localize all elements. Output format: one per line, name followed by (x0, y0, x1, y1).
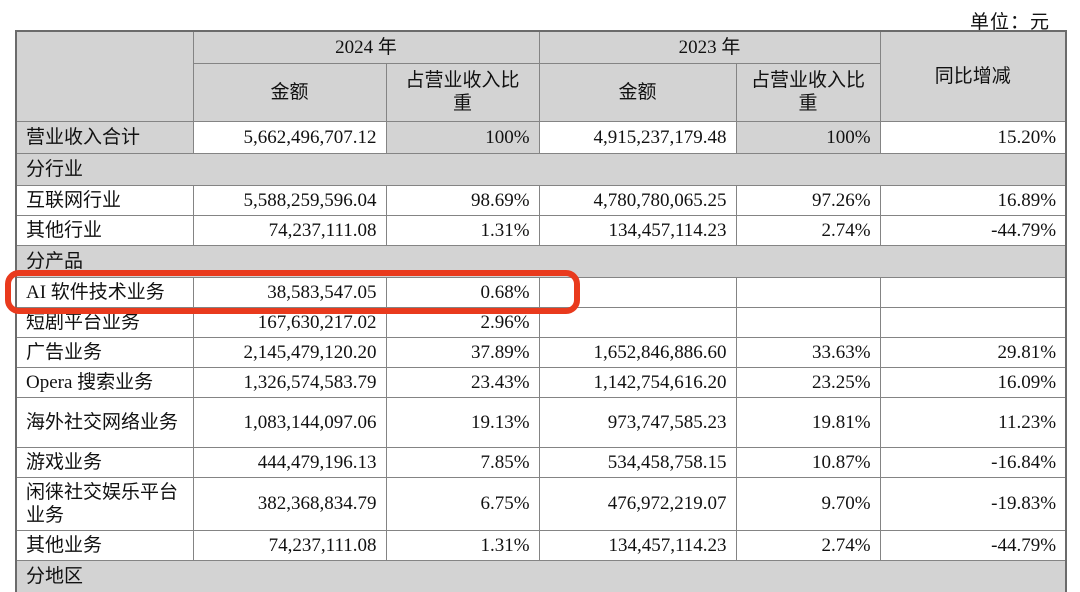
amount-2023: 1,142,754,616.20 (538, 366, 737, 398)
table-row: 营业收入合计 5,662,496,707.12 100% 4,915,237,179.… (15, 120, 1067, 154)
yoy-change-header: 同比增减 (879, 30, 1067, 122)
table-row: 游戏业务 444,479,196.13 7.85% 534,458,758.15 10.… (15, 446, 1067, 478)
amount-2024: 2,145,479,120.20 (192, 336, 387, 368)
amount-2024: 5,662,496,707.12 (192, 120, 387, 154)
row-label: Opera 搜索业务 (15, 366, 194, 398)
yoy-change: 11.23% (879, 396, 1067, 448)
table-row: 其他行业 74,237,111.08 1.31% 134,457,114.23 2.74… (15, 214, 1067, 246)
amount-2024: 5,588,259,596.04 (192, 184, 387, 216)
pct-2024: 98.69% (385, 184, 540, 216)
row-label: 闲徕社交娱乐平台业务 (15, 476, 194, 531)
amount-2023: 476,972,219.07 (538, 476, 737, 531)
unit-label: 单位：元 (969, 12, 1050, 33)
yoy-change (879, 276, 1067, 308)
row-label: 短剧平台业务 (15, 306, 194, 338)
pct-2024: 2.96% (385, 306, 540, 338)
amount-2024: 1,083,144,097.06 (192, 396, 387, 448)
pct-2024: 0.68% (385, 276, 540, 308)
table-body: 营业收入合计 5,662,496,707.12 100% 4,915,237,179.… (15, 120, 1067, 592)
revenue-table-container: 2024 年 2023 年 同比增减 金额 占营业收入比重 金额 占营业收入比重… (5, 30, 1068, 592)
yoy-change: 29.81% (879, 336, 1067, 368)
yoy-change: -16.84% (879, 446, 1067, 478)
header-row-years: 2024 年 2023 年 同比增减 (15, 30, 1067, 122)
row-label: 其他行业 (15, 214, 194, 246)
amount-2023: 134,457,114.23 (538, 214, 737, 246)
year-2023-header: 2023 年 (538, 30, 881, 64)
row-label: 其他业务 (15, 529, 194, 561)
row-label: 游戏业务 (15, 446, 194, 478)
amount-2024: 74,237,111.08 (192, 214, 387, 246)
amount-2023: 4,780,780,065.25 (538, 184, 737, 216)
pct-2023: 19.81% (735, 396, 881, 448)
pct-2024: 7.85% (385, 446, 540, 478)
section-label: 分行业 (15, 152, 1067, 186)
yoy-change: 16.89% (879, 184, 1067, 216)
section-label: 分地区 (15, 559, 1067, 592)
pct-2024: 1.31% (385, 529, 540, 561)
table-row: 海外社交网络业务 1,083,144,097.06 19.13% 973,747,58… (15, 396, 1067, 448)
pct-2024: 100% (385, 120, 540, 154)
pct-2024: 23.43% (385, 366, 540, 398)
amount-2023: 973,747,585.23 (538, 396, 737, 448)
amount-2024: 444,479,196.13 (192, 446, 387, 478)
section-label: 分产品 (15, 244, 1067, 278)
amount-2024: 38,583,547.05 (192, 276, 387, 308)
table-row: 互联网行业 5,588,259,596.04 98.69% 4,780,780,065… (15, 184, 1067, 216)
amount-2023 (538, 306, 737, 338)
row-label: 营业收入合计 (15, 120, 194, 154)
table-row: AI 软件技术业务 38,583,547.05 0.68% (15, 276, 1067, 308)
amount-2024-header: 金额 (192, 62, 387, 122)
amount-2023: 534,458,758.15 (538, 446, 737, 478)
table-row: 闲徕社交娱乐平台业务 382,368,834.79 6.75% 476,972,219… (15, 476, 1067, 531)
amount-2023: 4,915,237,179.48 (538, 120, 737, 154)
amount-2023 (538, 276, 737, 308)
pct-2023: 2.74% (735, 529, 881, 561)
section-row: 分产品 (15, 244, 1067, 278)
table-row: 广告业务 2,145,479,120.20 37.89% 1,652,846,886.… (15, 336, 1067, 368)
row-label: 海外社交网络业务 (15, 396, 194, 448)
pct-2023: 23.25% (735, 366, 881, 398)
pct-2023: 97.26% (735, 184, 881, 216)
pct-2023: 2.74% (735, 214, 881, 246)
year-2024-header: 2024 年 (192, 30, 540, 64)
amount-2024: 1,326,574,583.79 (192, 366, 387, 398)
pct-2023: 100% (735, 120, 881, 154)
yoy-change: 15.20% (879, 120, 1067, 154)
pct-2024-header: 占营业收入比重 (385, 62, 540, 122)
corner-cell (15, 30, 194, 122)
table-row: Opera 搜索业务 1,326,574,583.79 23.43% 1,142,75… (15, 366, 1067, 398)
header-row-metrics: 金额 占营业收入比重 金额 占营业收入比重 (16, 62, 1066, 122)
amount-2023-header: 金额 (538, 62, 737, 122)
pct-2023-header: 占营业收入比重 (735, 62, 881, 122)
pct-2023: 10.87% (735, 446, 881, 478)
yoy-change: -19.83% (879, 476, 1067, 531)
table-row: 其他业务 74,237,111.08 1.31% 134,457,114.23 2.74… (15, 529, 1067, 561)
row-label: AI 软件技术业务 (15, 276, 194, 308)
table-row: 短剧平台业务 167,630,217.02 2.96% (15, 306, 1067, 338)
amount-2023: 1,652,846,886.60 (538, 336, 737, 368)
amount-2024: 167,630,217.02 (192, 306, 387, 338)
section-row: 分行业 (15, 152, 1067, 186)
row-label: 互联网行业 (15, 184, 194, 216)
pct-2023: 9.70% (735, 476, 881, 531)
pct-2024: 19.13% (385, 396, 540, 448)
pct-2024: 37.89% (385, 336, 540, 368)
section-row: 分地区 (15, 559, 1067, 592)
yoy-change (879, 306, 1067, 338)
pct-2023 (735, 276, 881, 308)
pct-2024: 1.31% (385, 214, 540, 246)
yoy-change: -44.79% (879, 214, 1067, 246)
amount-2023: 134,457,114.23 (538, 529, 737, 561)
row-label: 广告业务 (15, 336, 194, 368)
yoy-change: -44.79% (879, 529, 1067, 561)
pct-2023 (735, 306, 881, 338)
amount-2024: 382,368,834.79 (192, 476, 387, 531)
revenue-breakdown-table: 2024 年 2023 年 同比增减 金额 占营业收入比重 金额 占营业收入比重… (15, 30, 1068, 592)
yoy-change: 16.09% (879, 366, 1067, 398)
amount-2024: 74,237,111.08 (192, 529, 387, 561)
pct-2024: 6.75% (385, 476, 540, 531)
pct-2023: 33.63% (735, 336, 881, 368)
